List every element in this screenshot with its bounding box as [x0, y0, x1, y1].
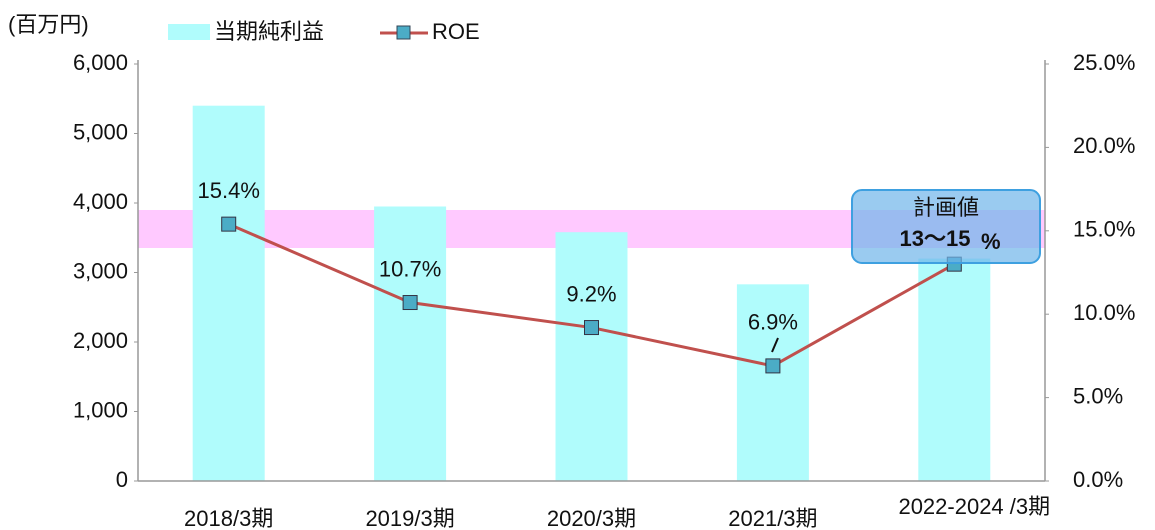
x-tick-label: 2020/3期: [547, 506, 636, 530]
bar: [736, 284, 809, 481]
unit-label: (百万円): [8, 12, 89, 37]
legend-marker: [396, 25, 411, 40]
y-tick-label: 3,000: [73, 258, 128, 283]
bar: [192, 105, 265, 481]
y-tick-label: 2,000: [73, 328, 128, 353]
bar: [918, 258, 991, 481]
annotation-box: [851, 189, 1041, 264]
y-tick-label: 1,000: [73, 397, 128, 422]
bar: [555, 232, 628, 481]
data-label: 15.4%: [198, 178, 260, 203]
roe-marker: [765, 358, 781, 374]
roe-marker: [402, 295, 418, 311]
y-tick-label: 6,000: [73, 50, 128, 75]
legend-label: ROE: [432, 19, 480, 44]
y2-tick-label: 15.0%: [1073, 217, 1135, 242]
data-label: 9.2%: [566, 281, 616, 306]
x-tick-label: 2019/3期: [365, 506, 454, 530]
roe-marker: [584, 320, 599, 336]
y2-tick-label: 10.0%: [1073, 300, 1135, 325]
y2-tick-label: 25.0%: [1073, 50, 1135, 75]
y2-tick-label: 20.0%: [1073, 133, 1135, 158]
x-tick-label: 2021/3期: [728, 506, 817, 530]
y-tick-label: 4,000: [73, 189, 128, 214]
y-tick-label: 0: [116, 467, 128, 492]
y-tick-label: 5,000: [73, 119, 128, 144]
label-pointer: [771, 337, 779, 353]
legend-label: 当期純利益: [214, 19, 324, 44]
x-tick-label: 2022-2024 /3期: [898, 494, 1050, 519]
y2-tick-label: 5.0%: [1073, 383, 1123, 408]
data-label: 10.7%: [379, 256, 441, 281]
annotation-title: 計画値: [913, 195, 979, 220]
data-label: 6.9%: [748, 310, 798, 335]
bar: [374, 206, 447, 481]
roe-marker: [221, 216, 237, 232]
x-tick-label: 2018/3期: [184, 506, 273, 530]
annotation-value: 13〜15: [900, 226, 971, 251]
y2-tick-label: 0.0%: [1073, 467, 1123, 492]
annotation-unit: %: [981, 229, 1001, 254]
legend-swatch: [168, 24, 210, 40]
